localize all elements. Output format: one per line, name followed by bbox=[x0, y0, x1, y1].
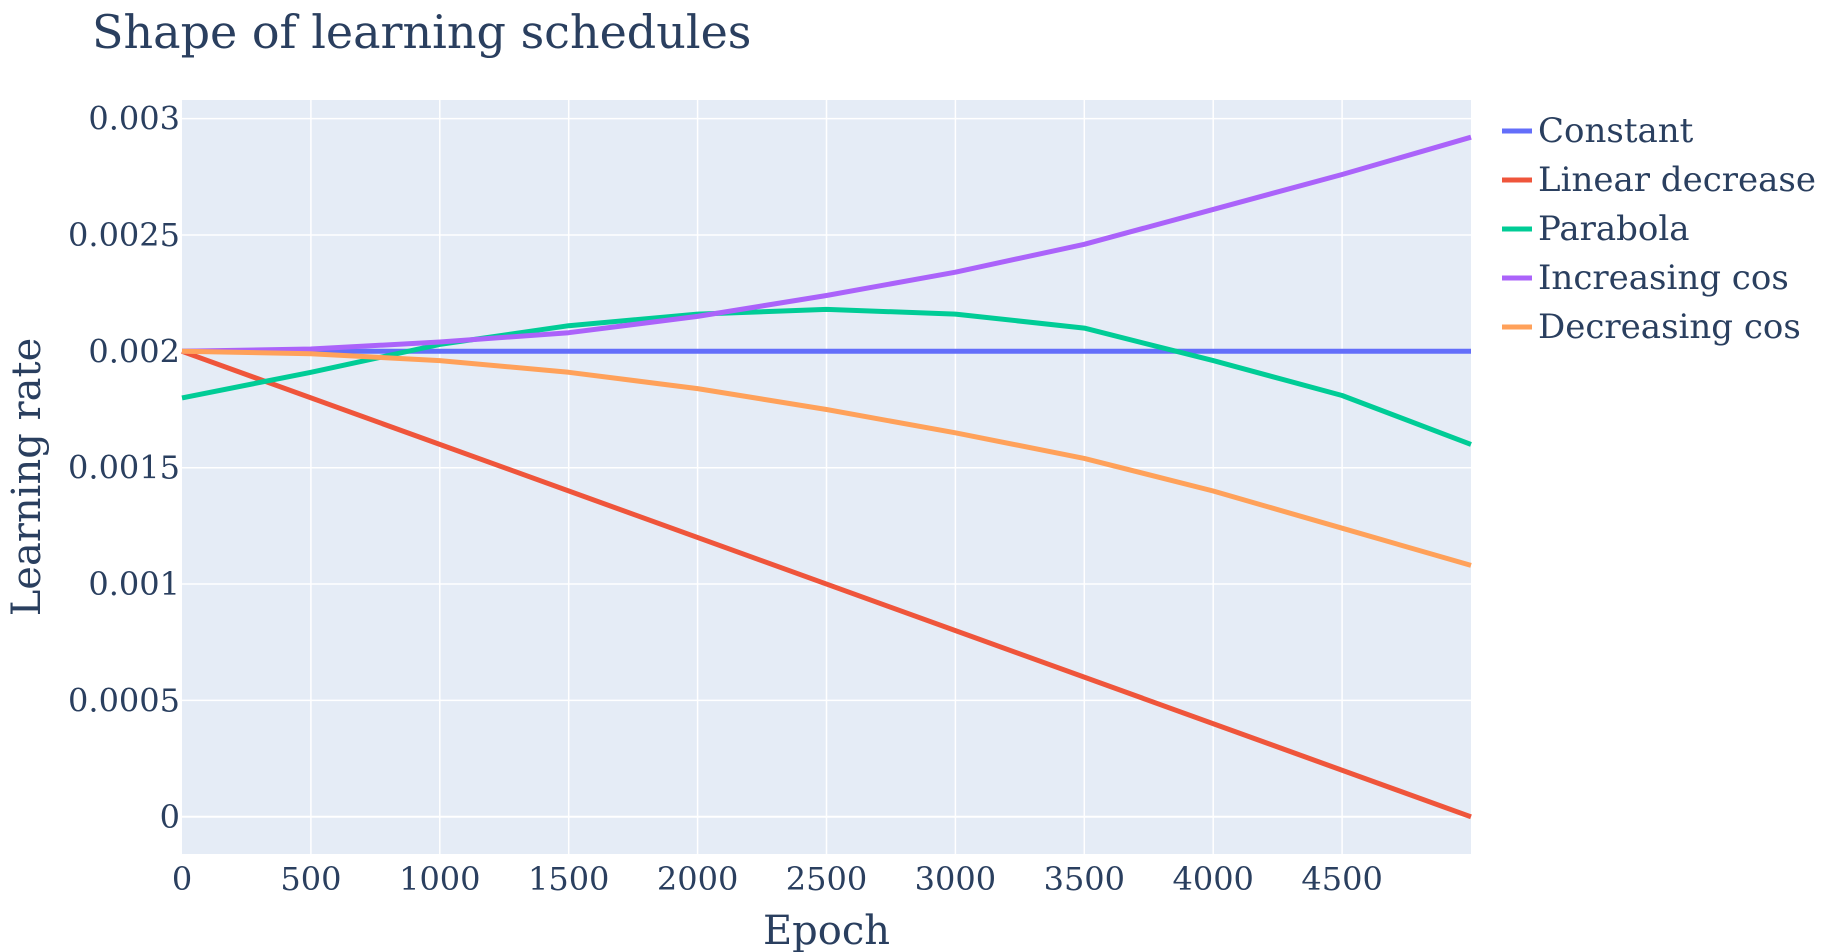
y-tick-label: 0.0025 bbox=[68, 216, 180, 254]
legend-item-parabola[interactable]: Parabola bbox=[1502, 209, 1690, 249]
legend-label: Increasing cos bbox=[1538, 258, 1789, 298]
y-tick-label: 0.0015 bbox=[68, 449, 180, 487]
series-line-decreasing-cos bbox=[181, 348, 1472, 568]
y-tick-label: 0 bbox=[160, 798, 180, 836]
y-tick-label: 0.001 bbox=[88, 565, 180, 603]
x-tick-label: 0 bbox=[172, 860, 192, 898]
legend-label: Constant bbox=[1538, 111, 1694, 151]
y-tick-label: 0.003 bbox=[88, 100, 180, 138]
y-tick-label: 0.002 bbox=[88, 332, 180, 370]
x-axis-title: Epoch bbox=[763, 908, 890, 952]
legend-item-constant[interactable]: Constant bbox=[1502, 111, 1694, 151]
y-axis-title: Learning rate bbox=[4, 338, 50, 617]
series-line-linear-decrease bbox=[181, 348, 1472, 820]
legend-item-increasing-cos[interactable]: Increasing cos bbox=[1502, 258, 1789, 298]
series-line-increasing-cos bbox=[181, 134, 1472, 354]
x-tick-label: 4000 bbox=[1172, 860, 1253, 898]
legend: Constant Linear decrease Parabola Increasin… bbox=[1502, 111, 1816, 347]
x-axis-ticks: 0 500 1000 1500 2000 2500 3000 3500 4000 4500 bbox=[172, 860, 1383, 898]
x-tick-label: 2500 bbox=[786, 860, 867, 898]
x-tick-label: 1500 bbox=[528, 860, 609, 898]
x-tick-label: 2000 bbox=[657, 860, 738, 898]
series-lines bbox=[181, 134, 1472, 820]
x-tick-label: 1000 bbox=[399, 860, 480, 898]
y-axis-ticks: 0 0.0005 0.001 0.0015 0.002 0.0025 0.003 bbox=[68, 100, 180, 836]
legend-label: Linear decrease bbox=[1538, 160, 1816, 200]
series-line-parabola bbox=[181, 306, 1472, 447]
chart-title: Shape of learning schedules bbox=[92, 5, 751, 59]
legend-label: Parabola bbox=[1538, 209, 1690, 249]
legend-item-decreasing-cos[interactable]: Decreasing cos bbox=[1502, 307, 1801, 347]
legend-label: Decreasing cos bbox=[1538, 307, 1801, 347]
x-tick-label: 4500 bbox=[1301, 860, 1382, 898]
x-tick-label: 3000 bbox=[915, 860, 996, 898]
x-tick-label: 500 bbox=[280, 860, 341, 898]
x-tick-label: 3500 bbox=[1044, 860, 1125, 898]
legend-item-linear-decrease[interactable]: Linear decrease bbox=[1502, 160, 1816, 200]
y-tick-label: 0.0005 bbox=[68, 681, 180, 719]
